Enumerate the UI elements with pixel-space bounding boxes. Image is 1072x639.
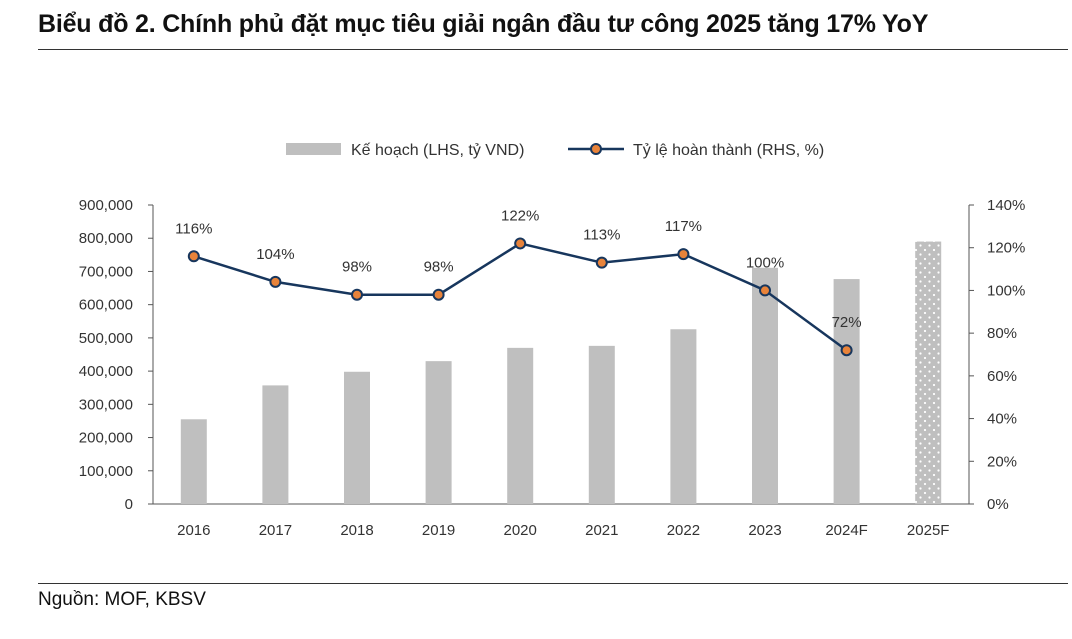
x-tick-label: 2017 <box>259 522 292 539</box>
bar-2022 <box>670 329 697 504</box>
data-label-2018: 98% <box>342 259 372 276</box>
completion-marker-2017 <box>269 275 282 288</box>
x-tick-label: 2016 <box>177 522 210 539</box>
bar-2019 <box>425 361 452 504</box>
footer-divider <box>38 583 1068 584</box>
right-tick-label: 20% <box>987 453 1017 470</box>
source-note: Nguồn: MOF, KBSV <box>38 589 206 610</box>
left-tick-label: 500,000 <box>79 330 133 347</box>
x-tick-label: 2025F <box>907 522 950 539</box>
completion-marker-2016 <box>187 250 200 263</box>
legend-swatch-marker <box>590 143 602 155</box>
data-label-2021: 113% <box>583 227 620 244</box>
data-label-2020: 122% <box>501 207 539 224</box>
right-tick-label: 120% <box>987 240 1025 257</box>
x-tick-label: 2024F <box>825 522 868 539</box>
bar-series <box>180 241 942 505</box>
bar-2021 <box>588 345 615 504</box>
left-tick-label: 800,000 <box>79 230 133 247</box>
legend: Kế hoạch (LHS, tỷ VND) Tỷ lệ hoàn thành … <box>286 142 824 159</box>
data-label-2022: 117% <box>665 218 702 235</box>
right-tick-label: 0% <box>987 496 1009 513</box>
legend-label-line: Tỷ lệ hoàn thành (RHS, %) <box>633 142 824 159</box>
left-tick-label: 100,000 <box>79 463 133 480</box>
title-divider <box>38 49 1068 50</box>
completion-marker-2021 <box>595 256 608 269</box>
x-tick-label: 2023 <box>748 522 781 539</box>
data-label-2017: 104% <box>256 246 294 263</box>
bar-2024f <box>833 279 860 504</box>
left-tick-label: 300,000 <box>79 396 133 413</box>
completion-marker-2024f <box>840 344 853 357</box>
right-axis-ticks: 0% 20% 40% 60% 80% 100% 120% 140% <box>969 197 1025 513</box>
bar-2017 <box>262 385 289 504</box>
right-tick-label: 60% <box>987 368 1017 385</box>
completion-marker-2019 <box>432 288 445 301</box>
legend-label-bar: Kế hoạch (LHS, tỷ VND) <box>351 142 524 159</box>
bar-2016 <box>180 419 207 504</box>
data-label-2024f: 72% <box>832 314 862 331</box>
right-tick-label: 140% <box>987 197 1025 214</box>
left-tick-label: 400,000 <box>79 363 133 380</box>
completion-marker-2018 <box>351 288 363 301</box>
bar-2025f <box>915 241 942 505</box>
completion-marker-2023 <box>759 284 771 297</box>
x-axis-labels: 2016 2017 2018 2019 2020 2021 2022 2023 2024F 202… <box>177 522 949 539</box>
right-tick-label: 100% <box>987 282 1025 299</box>
bar-2023 <box>752 267 778 504</box>
data-label-2019: 98% <box>424 259 454 276</box>
completion-marker-2022 <box>677 248 690 261</box>
completion-marker-2020 <box>514 237 527 250</box>
left-tick-label: 0 <box>125 496 133 513</box>
left-tick-label: 600,000 <box>79 297 133 314</box>
line-series: 116% 104% 98% 98% 122% 113% 117% 100% 72% <box>175 207 862 357</box>
left-tick-label: 900,000 <box>79 197 133 214</box>
bar-2020 <box>507 347 534 504</box>
x-tick-label: 2019 <box>422 522 455 539</box>
chart-canvas: Kế hoạch (LHS, tỷ VND) Tỷ lệ hoàn thành … <box>79 142 1026 539</box>
bar-2018 <box>344 371 370 504</box>
right-tick-label: 80% <box>987 325 1017 342</box>
left-tick-label: 200,000 <box>79 430 133 447</box>
data-label-2023: 100% <box>746 254 784 271</box>
x-tick-label: 2020 <box>504 522 537 539</box>
right-tick-label: 40% <box>987 411 1017 428</box>
x-tick-label: 2021 <box>585 522 618 539</box>
left-tick-label: 700,000 <box>79 263 133 280</box>
x-tick-label: 2018 <box>340 522 373 539</box>
data-label-2016: 116% <box>175 220 212 237</box>
legend-swatch-bar <box>286 143 341 155</box>
chart-title: Biểu đồ 2. Chính phủ đặt mục tiêu giải n… <box>38 10 929 38</box>
left-axis-ticks: 0 100,000 200,000 300,000 400,000 500,000 600,… <box>79 197 153 513</box>
x-tick-label: 2022 <box>667 522 700 539</box>
